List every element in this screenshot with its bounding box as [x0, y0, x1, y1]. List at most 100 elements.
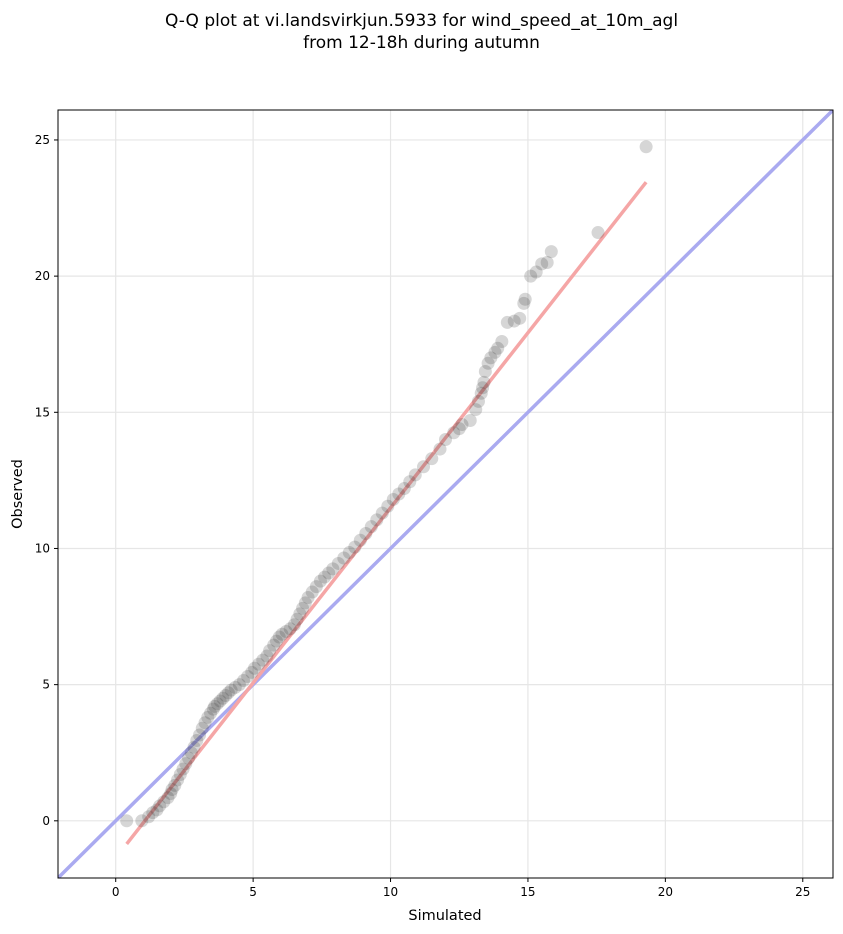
data-point: [639, 140, 653, 154]
data-point: [469, 403, 483, 417]
data-point: [153, 799, 167, 813]
y-tick-label: 0: [42, 814, 50, 828]
y-axis: 0 5 10 15 20 25: [35, 133, 58, 828]
data-point: [331, 556, 345, 570]
data-point: [293, 607, 307, 621]
y-tick-label: 5: [42, 678, 50, 692]
data-point: [318, 570, 332, 584]
data-point: [500, 315, 514, 329]
data-point: [279, 625, 293, 639]
data-point: [433, 442, 447, 456]
data-point: [290, 612, 304, 626]
data-point: [488, 345, 502, 359]
data-point: [287, 618, 301, 632]
data-point: [182, 751, 196, 765]
data-point: [517, 296, 531, 310]
data-point: [195, 721, 209, 735]
data-point: [392, 487, 406, 501]
fit-line: [125, 181, 648, 846]
data-point: [232, 678, 246, 692]
data-point: [403, 475, 417, 489]
lines: [58, 110, 833, 878]
grid: [58, 110, 833, 878]
data-point: [173, 768, 187, 782]
data-point: [544, 245, 558, 259]
data-point: [164, 787, 178, 801]
plot-frame: [57, 109, 834, 879]
data-point: [120, 814, 134, 828]
data-point: [296, 601, 310, 615]
points: [120, 140, 653, 828]
data-point: [269, 634, 283, 648]
data-point: [283, 622, 297, 636]
data-point: [263, 644, 277, 658]
data-point: [425, 452, 439, 466]
data-point: [313, 574, 327, 588]
data-point: [507, 314, 521, 328]
data-point: [524, 269, 538, 283]
data-point: [161, 791, 175, 805]
data-point: [190, 733, 204, 747]
data-point: [146, 806, 160, 820]
data-point: [228, 680, 242, 694]
data-point: [491, 341, 505, 355]
data-point: [201, 710, 215, 724]
data-point: [386, 492, 400, 506]
data-point: [298, 596, 312, 610]
x-tick-label: 20: [658, 885, 673, 899]
x-tick-label: 25: [795, 885, 810, 899]
data-point: [142, 810, 156, 824]
data-point: [471, 394, 485, 408]
data-point: [150, 803, 164, 817]
x-tick-label: 10: [383, 885, 398, 899]
data-point: [477, 375, 491, 389]
data-point: [179, 757, 193, 771]
data-point: [206, 702, 220, 716]
y-tick-label: 10: [35, 541, 50, 555]
data-point: [252, 657, 266, 671]
data-point: [513, 311, 527, 325]
data-point: [417, 460, 431, 474]
data-point: [309, 580, 323, 594]
data-point: [478, 364, 492, 378]
data-point: [447, 426, 461, 440]
data-point: [322, 566, 336, 580]
data-point: [168, 778, 182, 792]
data-point: [219, 689, 233, 703]
data-point: [591, 226, 605, 240]
data-point: [342, 546, 356, 560]
y-axis-label: Observed: [10, 459, 26, 529]
data-point: [381, 499, 395, 513]
one-to-one-line: [58, 110, 833, 878]
data-point: [237, 674, 251, 688]
data-point: [245, 665, 259, 679]
data-point: [474, 386, 488, 400]
data-point: [208, 699, 222, 713]
data-point: [348, 540, 362, 554]
data-point: [408, 468, 422, 482]
data-point: [535, 257, 549, 271]
data-point: [326, 562, 340, 576]
data-point: [260, 649, 274, 663]
data-point: [204, 706, 218, 720]
data-point: [305, 585, 319, 599]
chart-title-line2: from 12-18h during autumn: [303, 33, 540, 53]
data-point: [165, 782, 179, 796]
data-point: [272, 630, 286, 644]
data-point: [216, 691, 230, 705]
data-point: [452, 422, 466, 436]
data-point: [210, 697, 224, 711]
data-point: [176, 762, 190, 776]
data-point: [481, 356, 495, 370]
data-point: [171, 773, 185, 787]
chart-title-line1: Q-Q plot at vi.landsvirkjun.5933 for win…: [165, 11, 678, 31]
data-point: [224, 683, 238, 697]
data-point: [301, 590, 315, 604]
data-point: [463, 413, 477, 427]
data-point: [135, 814, 149, 828]
y-tick-label: 20: [35, 269, 50, 283]
data-point: [476, 381, 490, 395]
data-point: [256, 653, 270, 667]
data-point: [397, 482, 411, 496]
